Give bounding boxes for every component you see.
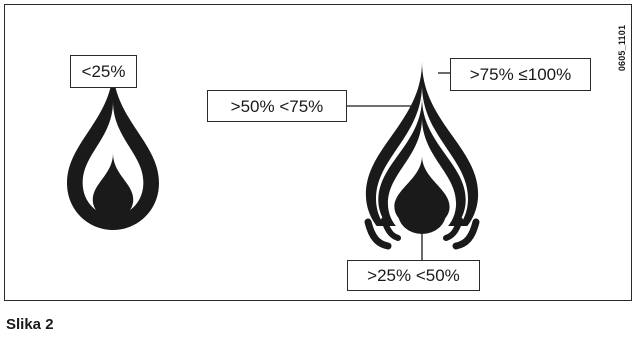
- figure-frame: [4, 4, 632, 301]
- label-75-100: >75% ≤100%: [450, 58, 591, 91]
- label-50-75: >50% <75%: [207, 90, 347, 122]
- label-below-25: <25%: [70, 55, 137, 88]
- figure-code: 0605_1101: [614, 8, 630, 88]
- figure-caption: Slika 2: [6, 316, 54, 333]
- flame-icon: [67, 67, 159, 230]
- figure-code-text: 0605_1101: [617, 24, 628, 72]
- label-25-50: >25% <50%: [347, 260, 480, 291]
